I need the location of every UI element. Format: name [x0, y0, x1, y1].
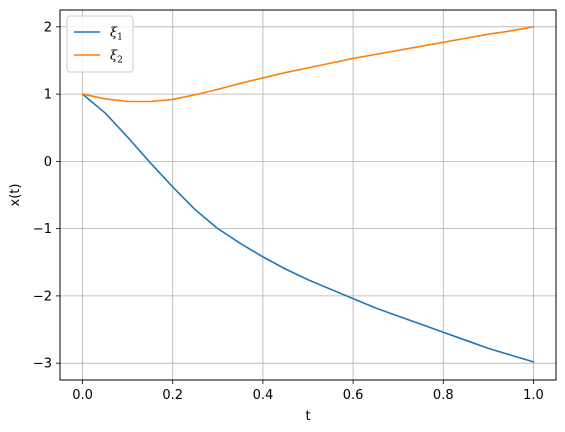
- x-tick-label: 0.4: [253, 388, 274, 403]
- legend-subscript: 2: [117, 56, 123, 66]
- x-tick-label: 1.0: [523, 388, 544, 403]
- x-tick-label: 0.6: [343, 388, 364, 403]
- x-axis-label: t: [305, 409, 310, 424]
- series-line-1: [81, 93, 535, 363]
- ticks: 0.0 0.2 0.4 0.6 0.8 1.0 −3 −2 −1 0 1 2: [33, 20, 544, 403]
- y-tick-label: −2: [33, 289, 52, 304]
- x-tick-label: 0.2: [162, 388, 183, 403]
- x-tick-label: 0.8: [433, 388, 454, 403]
- legend-box: [66, 15, 134, 73]
- legend-label-2: ξ2: [110, 49, 123, 66]
- y-tick-label: 2: [44, 20, 52, 35]
- y-tick-label: −1: [33, 222, 52, 237]
- legend-label-1: ξ1: [110, 26, 123, 43]
- legend-symbol: ξ: [110, 26, 118, 41]
- x-tick-label: 0.0: [72, 388, 93, 403]
- grid: [60, 10, 556, 380]
- series-line-2: [81, 26, 535, 103]
- legend-subscript: 1: [117, 33, 123, 43]
- y-tick-label: 0: [44, 155, 52, 170]
- y-tick-label: 1: [44, 88, 52, 103]
- series-lines: [81, 26, 535, 363]
- y-tick-label: −3: [33, 357, 52, 372]
- y-axis-label: x(t): [8, 184, 23, 207]
- plot-frame: [59, 9, 557, 381]
- legend-symbol: ξ: [110, 49, 118, 64]
